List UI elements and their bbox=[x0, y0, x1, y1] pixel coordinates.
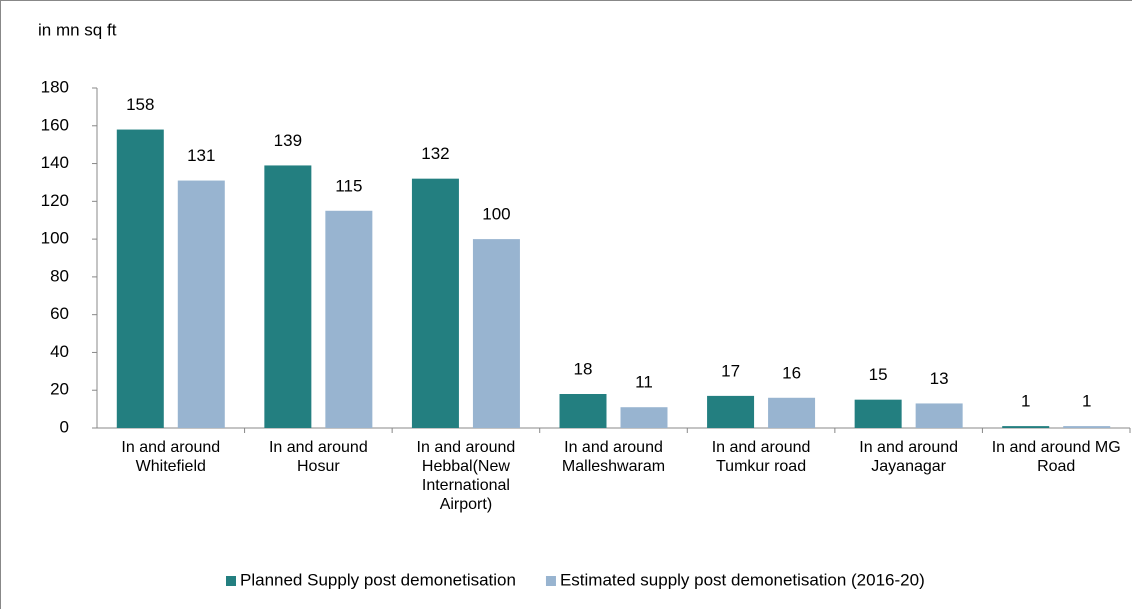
y-tick-label: 20 bbox=[50, 380, 69, 399]
bar bbox=[1063, 426, 1111, 428]
x-tick-label: In and around Hosur bbox=[268, 439, 368, 475]
x-tick-label-box: In and around Whitefield bbox=[121, 439, 221, 475]
data-label: 158 bbox=[126, 95, 154, 114]
bar bbox=[768, 397, 816, 428]
bar bbox=[915, 403, 963, 428]
x-tick-label: In and around Tumkur road bbox=[711, 439, 811, 475]
x-tick-label: In and around MG Road bbox=[991, 439, 1121, 475]
x-tick-label-box: In and around Tumkur road bbox=[711, 439, 811, 475]
y-tick-label: 140 bbox=[41, 153, 69, 172]
legend-swatch bbox=[226, 576, 236, 586]
x-tick-label-box: In and around Hebbal(New International A… bbox=[416, 439, 516, 513]
data-label: 13 bbox=[930, 369, 949, 388]
data-label: 17 bbox=[721, 361, 740, 380]
data-label: 1 bbox=[1082, 392, 1091, 411]
bar bbox=[411, 178, 459, 428]
y-tick-label: 80 bbox=[50, 266, 69, 285]
bar bbox=[472, 239, 520, 428]
x-tick-label: In and around Jayanagar bbox=[859, 439, 959, 475]
y-tick-label: 120 bbox=[41, 191, 69, 210]
bar bbox=[559, 394, 607, 428]
x-tick-label-box: In and around Jayanagar bbox=[859, 439, 959, 475]
x-tick-label: In and around Hebbal(New International A… bbox=[416, 439, 516, 513]
data-label: 1 bbox=[1021, 392, 1030, 411]
y-tick-label: 160 bbox=[41, 115, 69, 134]
x-tick-label-box: In and around MG Road bbox=[991, 439, 1121, 475]
x-tick-label-box: In and around Hosur bbox=[268, 439, 368, 475]
data-label: 132 bbox=[421, 144, 449, 163]
data-label: 139 bbox=[274, 131, 302, 150]
bar bbox=[1002, 426, 1050, 428]
data-label: 131 bbox=[187, 146, 215, 165]
chart-title: in mn sq ft bbox=[38, 20, 117, 39]
data-label: 16 bbox=[782, 363, 801, 382]
bar bbox=[325, 210, 373, 428]
bar bbox=[177, 180, 225, 428]
data-label: 18 bbox=[574, 359, 593, 378]
y-tick-label: 60 bbox=[50, 304, 69, 323]
bar bbox=[854, 399, 902, 428]
y-tick-label: 100 bbox=[41, 229, 69, 248]
legend-label: Planned Supply post demonetisation bbox=[240, 570, 516, 589]
data-label: 11 bbox=[635, 373, 653, 392]
x-tick-label-box: In and around Malleshwaram bbox=[561, 439, 666, 475]
y-tick-label: 180 bbox=[41, 77, 69, 96]
y-tick-label: 0 bbox=[60, 417, 69, 436]
bar bbox=[116, 129, 164, 429]
bar bbox=[264, 165, 312, 428]
x-tick-label: In and around Malleshwaram bbox=[561, 439, 666, 475]
data-label: 115 bbox=[335, 176, 362, 195]
legend-swatch bbox=[545, 576, 556, 586]
x-tick-label: In and around Whitefield bbox=[121, 439, 221, 475]
legend-label: Estimated supply post demonetisation (20… bbox=[560, 570, 925, 589]
data-label: 100 bbox=[482, 205, 510, 224]
data-label: 15 bbox=[869, 365, 888, 384]
bar bbox=[707, 395, 755, 428]
y-tick-label: 40 bbox=[50, 342, 69, 361]
bar bbox=[620, 407, 668, 428]
